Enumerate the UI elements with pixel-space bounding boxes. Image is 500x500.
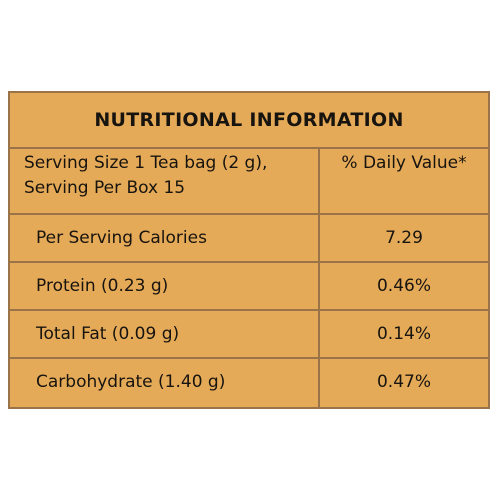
nutrient-label: Protein (0.23 g) [36, 276, 169, 296]
nutrient-label: Carbohydrate (1.40 g) [36, 372, 226, 392]
serving-per-box-text: Serving Per Box 15 [24, 178, 186, 198]
divider [10, 261, 488, 263]
divider [10, 357, 488, 359]
serving-header-row: Serving Size 1 Tea bag (2 g), Serving Pe… [10, 149, 488, 213]
daily-value-header: % Daily Value* [341, 153, 467, 173]
panel-title-text: NUTRITIONAL INFORMATION [94, 109, 404, 131]
column-divider [318, 149, 320, 407]
panel-title: NUTRITIONAL INFORMATION [10, 93, 488, 147]
divider [10, 309, 488, 311]
nutrient-value: 0.46% [376, 276, 431, 296]
nutrition-panel: NUTRITIONAL INFORMATION Serving Size 1 T… [8, 91, 490, 409]
nutrient-label: Per Serving Calories [36, 228, 207, 248]
divider [10, 213, 488, 215]
nutrient-value: 7.29 [385, 228, 423, 248]
nutrient-value: 0.47% [376, 372, 431, 392]
divider [10, 147, 488, 149]
serving-info-cell: Serving Size 1 Tea bag (2 g), Serving Pe… [10, 149, 318, 201]
nutrient-label: Total Fat (0.09 g) [36, 324, 180, 344]
nutrient-value: 0.14% [376, 324, 431, 344]
serving-size-text: Serving Size 1 Tea bag (2 g), [24, 153, 268, 173]
